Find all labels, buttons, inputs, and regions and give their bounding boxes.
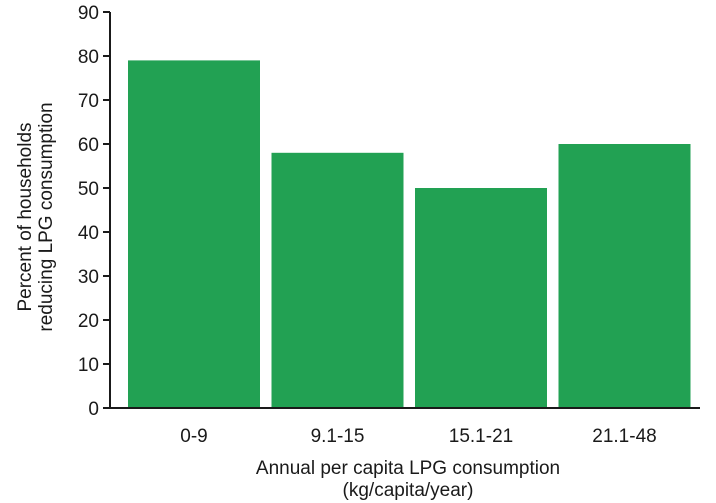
bar-15.1-21 bbox=[415, 188, 547, 408]
x-tick-label: 9.1-15 bbox=[311, 426, 365, 447]
bar-21.1-48 bbox=[558, 144, 691, 408]
x-axis-title-line-2: (kg/capita/year) bbox=[343, 480, 474, 501]
y-tick-label: 10 bbox=[78, 355, 99, 376]
y-tick-label: 70 bbox=[78, 91, 99, 112]
y-axis-title-line-2: reducing LPG consumption bbox=[36, 102, 57, 331]
bars-group bbox=[128, 60, 691, 409]
x-tick-label: 15.1-21 bbox=[449, 426, 513, 447]
y-tick-label: 50 bbox=[78, 179, 99, 200]
y-axis-ticks: 0 10 20 30 40 50 60 70 80 90 bbox=[78, 3, 110, 420]
y-tick-label: 80 bbox=[78, 47, 99, 68]
bar-0-9 bbox=[128, 60, 260, 409]
x-tick-label: 0-9 bbox=[180, 426, 207, 447]
y-tick-label: 90 bbox=[78, 3, 99, 24]
x-axis-title-line-1: Annual per capita LPG consumption bbox=[256, 458, 560, 479]
x-axis-ticks: 0-9 9.1-15 15.1-21 21.1-48 bbox=[180, 426, 656, 447]
y-tick-label: 0 bbox=[88, 399, 99, 420]
y-tick-label: 40 bbox=[78, 223, 99, 244]
y-tick-label: 20 bbox=[78, 311, 99, 332]
y-tick-label: 30 bbox=[78, 267, 99, 288]
bar-9.1-15 bbox=[271, 152, 404, 408]
x-tick-label: 21.1-48 bbox=[592, 426, 656, 447]
y-axis-title-line-1: Percent of households bbox=[15, 122, 36, 311]
y-tick-label: 60 bbox=[78, 135, 99, 156]
